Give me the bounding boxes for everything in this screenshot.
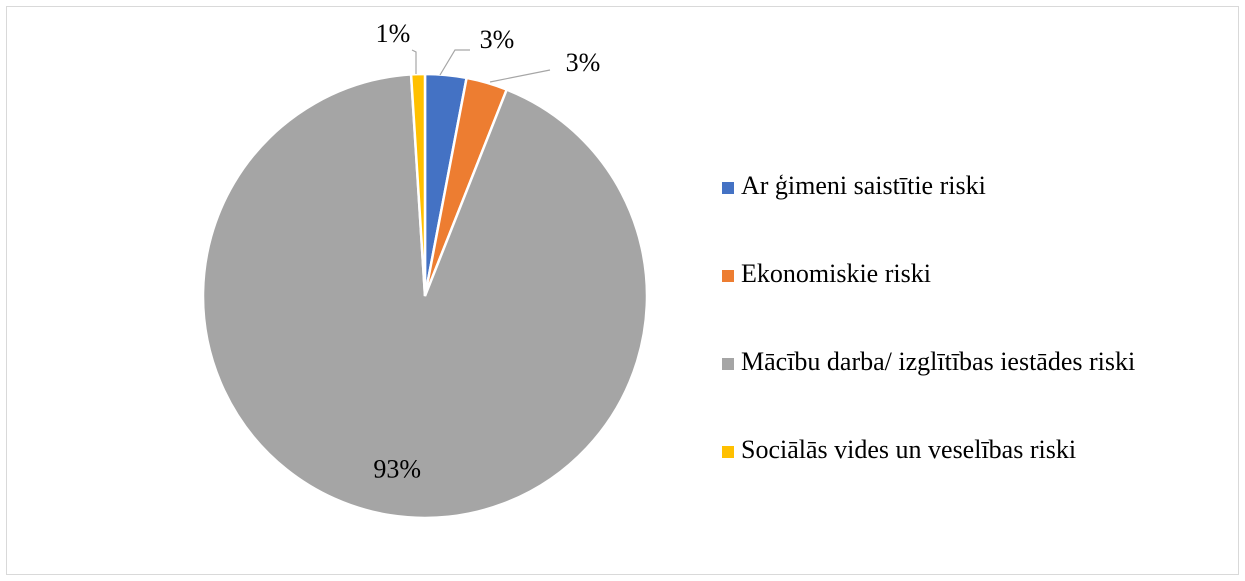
legend-swatch (722, 358, 734, 370)
data-label: 3% (566, 48, 601, 77)
pie-slice (201, 73, 649, 520)
leader-line (411, 49, 417, 74)
legend-swatch (722, 446, 734, 458)
legend-label: Ekonomiskie riski (741, 259, 931, 288)
data-label: 1% (376, 19, 411, 48)
legend-swatch (722, 270, 734, 282)
data-label: 93% (373, 454, 421, 483)
legend-label: Mācību darba/ izglītības iestādes riski (741, 347, 1135, 376)
leader-line (489, 69, 551, 83)
legend-label: Sociālās vides un veselības riski (741, 435, 1076, 464)
pie-slice (409, 72, 427, 297)
legend-label: Ar ģimeni saistītie riski (741, 171, 986, 200)
data-label: 3% (480, 25, 515, 54)
legend-swatch (722, 182, 734, 194)
leader-line (439, 49, 470, 76)
